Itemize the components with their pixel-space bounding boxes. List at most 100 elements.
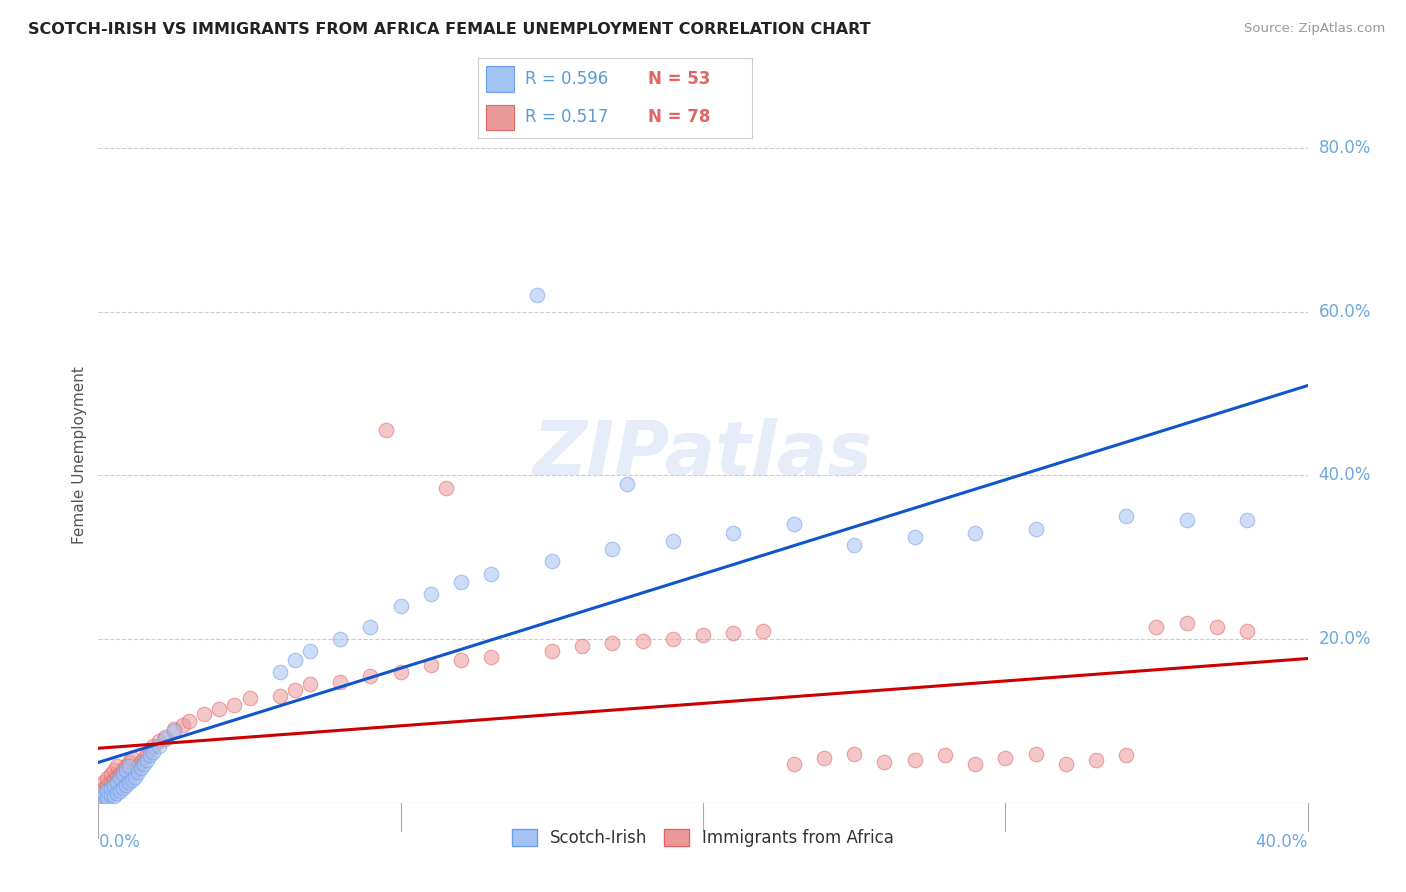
Point: [118, 771, 141, 785]
Point: [692, 628, 714, 642]
Point: [105, 759, 128, 773]
Point: [329, 632, 352, 646]
Point: [602, 542, 624, 557]
Text: N = 53: N = 53: [648, 70, 710, 87]
Point: [389, 665, 412, 679]
Point: [813, 751, 835, 765]
Point: [1024, 522, 1046, 536]
Text: 60.0%: 60.0%: [1319, 302, 1371, 321]
Point: [114, 772, 136, 787]
Text: 0.0%: 0.0%: [98, 833, 141, 851]
Point: [153, 731, 176, 745]
Point: [904, 753, 927, 767]
Point: [148, 739, 170, 753]
Point: [153, 731, 176, 746]
Point: [904, 530, 927, 544]
Point: [121, 772, 143, 787]
Point: [103, 763, 125, 777]
Point: [100, 767, 122, 781]
Point: [163, 722, 186, 736]
Point: [111, 780, 134, 795]
Point: [105, 786, 128, 800]
Point: [1175, 513, 1198, 527]
Legend: Scotch-Irish, Immigrants from Africa: Scotch-Irish, Immigrants from Africa: [505, 822, 901, 854]
Point: [111, 767, 134, 781]
Text: 40.0%: 40.0%: [1256, 833, 1308, 851]
Point: [118, 775, 141, 789]
Point: [108, 771, 131, 785]
Point: [481, 566, 503, 581]
Point: [269, 690, 291, 704]
Point: [1115, 748, 1137, 763]
Point: [481, 650, 503, 665]
Point: [132, 756, 155, 771]
Point: [1175, 615, 1198, 630]
Point: [540, 644, 562, 658]
Point: [129, 755, 152, 769]
Point: [661, 533, 683, 548]
Point: [965, 525, 987, 540]
Point: [269, 665, 291, 679]
Point: [873, 755, 896, 769]
Point: [782, 756, 804, 771]
Point: [299, 677, 322, 691]
Point: [419, 658, 441, 673]
Point: [1236, 624, 1258, 638]
Point: [139, 748, 162, 763]
Point: [299, 644, 322, 658]
Point: [142, 739, 165, 753]
Point: [721, 525, 744, 540]
Text: R = 0.596: R = 0.596: [524, 70, 607, 87]
Point: [1236, 513, 1258, 527]
Point: [1085, 753, 1108, 767]
Point: [96, 788, 118, 802]
Point: [1206, 620, 1229, 634]
Text: ZIPatlas: ZIPatlas: [533, 418, 873, 491]
Text: R = 0.517: R = 0.517: [524, 109, 607, 127]
Point: [329, 674, 352, 689]
Point: [124, 770, 146, 784]
Point: [434, 481, 457, 495]
Text: N = 78: N = 78: [648, 109, 710, 127]
Bar: [486, 104, 513, 130]
Point: [103, 783, 125, 797]
Point: [103, 789, 125, 804]
Point: [602, 636, 624, 650]
Point: [108, 780, 131, 794]
Point: [96, 771, 118, 785]
Point: [114, 759, 136, 773]
Point: [111, 763, 134, 777]
Point: [1054, 756, 1077, 771]
Point: [139, 742, 162, 756]
Point: [1115, 509, 1137, 524]
Point: [994, 751, 1017, 765]
Point: [1144, 620, 1167, 634]
Text: 40.0%: 40.0%: [1319, 467, 1371, 484]
Point: [127, 759, 149, 773]
Point: [103, 780, 125, 794]
Point: [129, 761, 152, 775]
Point: [96, 783, 118, 797]
Point: [93, 789, 115, 804]
Bar: [486, 66, 513, 92]
Point: [374, 423, 396, 437]
Point: [135, 747, 157, 761]
Point: [752, 624, 775, 638]
Point: [93, 775, 115, 789]
Point: [135, 753, 157, 767]
Point: [111, 775, 134, 789]
Point: [208, 701, 231, 715]
Point: [1024, 747, 1046, 761]
Point: [782, 517, 804, 532]
Point: [132, 751, 155, 765]
Point: [93, 789, 115, 804]
Point: [100, 780, 122, 795]
Point: [360, 669, 382, 683]
Point: [105, 775, 128, 789]
Point: [127, 764, 149, 779]
Point: [100, 788, 122, 802]
Point: [419, 587, 441, 601]
Point: [100, 786, 122, 800]
Point: [360, 620, 382, 634]
Point: [148, 734, 170, 748]
